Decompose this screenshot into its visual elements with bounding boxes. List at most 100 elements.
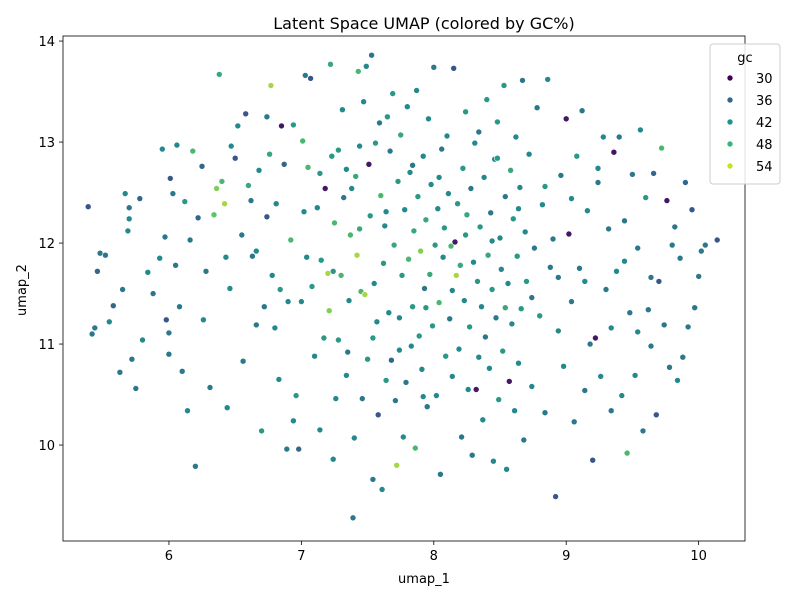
scatter-point [167,175,174,182]
scatter-point [378,486,386,493]
scatter-point [91,324,99,332]
legend-label: 42 [756,116,773,131]
x-tick-label: 7 [297,549,305,564]
scatter-point [451,238,459,246]
scatter-point [679,353,687,361]
scatter-point [586,340,594,348]
scatter-point [377,192,385,199]
scatter-point [484,251,492,259]
scatter-point [316,170,324,177]
scatter-point [434,205,442,212]
scatter-point [562,115,570,123]
y-axis-label: umap_2 [15,264,30,316]
scatter-point [394,178,402,185]
scatter-point [597,373,605,380]
legend-entries: 30 36 42 48 54 [726,72,773,175]
scatter-point [459,165,467,172]
scatter-point [466,323,473,331]
scatter-point [578,107,586,114]
scatter-point [356,142,363,150]
x-axis-label: umap_1 [398,572,450,587]
scatter-point [509,215,517,223]
scatter-point [399,433,407,441]
scatter-point [629,171,636,178]
scatter-point [483,96,491,103]
scatter-point [507,167,514,174]
y-tick-label: 12 [38,237,55,252]
scatter-point [503,465,510,473]
scatter-point [568,298,575,305]
scatter-point [435,299,443,306]
scatter-point [382,377,390,384]
scatter-point [263,213,271,221]
scatter-point [327,61,334,68]
scatter-point [280,161,288,168]
scatter-point [581,387,589,394]
scatter-point [421,285,428,292]
scatter-point [340,194,348,201]
scatter-point [252,247,260,255]
scatter-point [688,206,696,213]
scatter-point [226,285,234,292]
scatter-point [370,280,378,287]
scatter-point [202,267,210,275]
scatter-point [396,346,403,354]
scatter-point [652,411,660,419]
scatter-point [674,377,681,384]
scatter-point [528,294,536,301]
scatter-point [245,182,252,189]
scatter-point [691,304,699,312]
scatter-point [364,355,371,363]
scatter-point [329,455,337,463]
scatter-point [169,190,177,197]
scatter-point [398,272,406,279]
scatter-point [125,215,133,223]
scatter-point [446,315,454,323]
scatter-point [500,82,508,89]
scatter-point [531,244,538,252]
scatter-point [511,407,518,415]
scatter-point [161,233,169,241]
scatter-point [366,212,374,220]
scatter-point [316,426,324,434]
scatter-point [515,205,522,212]
scatter-point [328,152,336,160]
scatter-point [354,68,362,75]
scatter-point [106,318,113,326]
scatter-point [521,228,529,236]
scatter-point [376,119,383,127]
scatter-points [84,51,721,522]
scatter-point [218,178,226,185]
scatter-point [271,324,279,332]
scatter-point [263,113,271,121]
scatter-point [356,225,363,233]
scatter-point [639,427,647,435]
scatter-point [345,297,353,304]
scatter-point [637,126,644,134]
scatter-point [192,462,199,470]
scatter-point [480,174,488,181]
scatter-point [475,353,483,361]
scatter-point [650,170,657,177]
scatter-point [487,209,495,217]
scatter-point [644,306,652,314]
scatter-point [149,290,157,297]
scatter-point [445,190,452,197]
y-tick-label: 11 [38,338,55,353]
scatter-point [655,278,663,285]
scatter-point [255,167,263,174]
scatter-point [573,152,581,160]
legend-label: 30 [756,72,773,87]
scatter-point [713,236,721,244]
scatter-point [414,193,422,200]
scatter-point [525,150,533,158]
scatter-point [234,122,242,130]
scatter-point [621,217,628,225]
scatter-point [284,298,292,305]
scatter-point [448,287,456,294]
scatter-point [321,185,329,192]
scatter-point [478,303,485,311]
scatter-point [231,154,239,162]
scatter-point [447,242,455,250]
